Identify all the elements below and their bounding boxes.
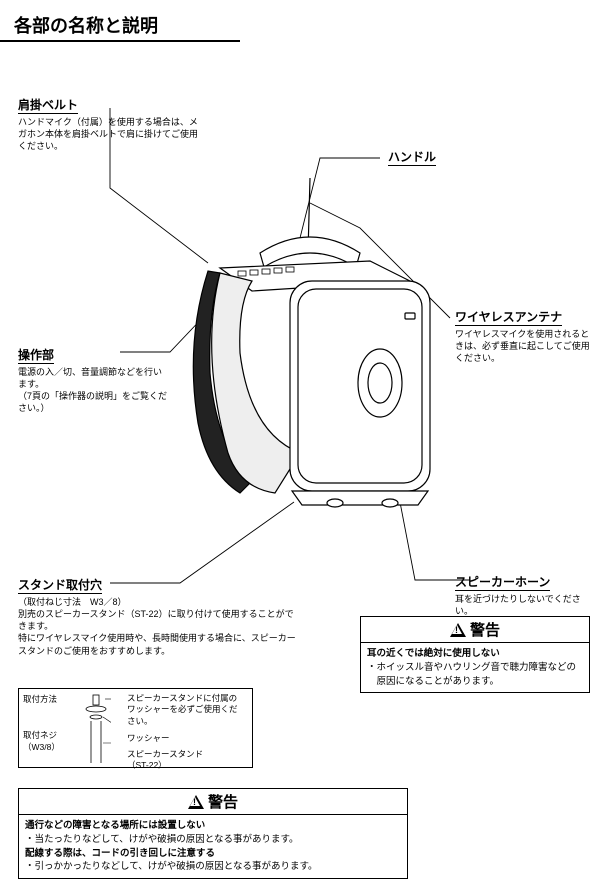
warning-header: 警告 — [19, 789, 407, 815]
label-controls: 操作部 電源の入／切、音量調節などを行います。 （7頁の「操作器の説明」をご覧く… — [18, 346, 168, 415]
mount-diagram-icon — [81, 693, 111, 767]
label-handle: ハンドル — [388, 148, 436, 168]
mount-note1: スピーカースタンドに付属のワッシャーを必ずご使用ください。 — [127, 693, 242, 727]
warning-body: 耳の近くでは絶対に使用しない ・ホイッスル音やハウリング音で聴力障害などの 原因… — [361, 643, 589, 692]
page-title: 各部の名称と説明 — [0, 8, 240, 42]
mount-stand-label: スピーカースタンド （ST-22） — [127, 749, 242, 772]
mount-method-box: 取付方法 取付ネジ （W3/8） スピーカースタンドに付属のワッシャーを必ずご使… — [18, 688, 253, 768]
warning-subhead: 耳の近くでは絶対に使用しない — [367, 647, 583, 661]
warning-header: 警告 — [361, 617, 589, 643]
warning-triangle-icon — [188, 795, 204, 809]
label-title: スピーカーホーン — [455, 573, 550, 591]
label-desc: 電源の入／切、音量調節などを行います。 （7頁の「操作器の説明」をご覧ください。… — [18, 366, 168, 415]
warning-triangle-icon — [450, 623, 466, 637]
label-title: ハンドル — [388, 148, 436, 166]
mount-screw-label: 取付ネジ （W3/8） — [23, 729, 60, 753]
warning-title: 警告 — [208, 791, 238, 812]
label-desc: 耳を近づけたりしないでください。 — [455, 593, 595, 617]
warning-subhead: 通行などの障害となる場所には設置しない — [25, 819, 401, 833]
warning-box-install: 警告 通行などの障害となる場所には設置しない ・当たったりなどして、けがや破損の… — [18, 788, 408, 879]
label-title: ワイヤレスアンテナ — [455, 308, 562, 326]
label-desc: 別売のスピーカースタンド（ST-22）に取り付けて使用することができます。 特に… — [18, 608, 298, 657]
label-title: 操作部 — [18, 346, 54, 364]
label-stand-hole: スタンド取付穴 （取付ねじ寸法 W3／8） 別売のスピーカースタンド（ST-22… — [18, 576, 298, 657]
warning-text: ・引っかかったりなどして、けがや破損の原因となる事があります。 — [25, 860, 401, 874]
label-title: 肩掛ベルト — [18, 96, 78, 114]
warning-body: 通行などの障害となる場所には設置しない ・当たったりなどして、けがや破損の原因と… — [19, 815, 407, 878]
warning-box-ear: 警告 耳の近くでは絶対に使用しない ・ホイッスル音やハウリング音で聴力障害などの… — [360, 616, 590, 693]
label-title: スタンド取付穴 — [18, 576, 102, 594]
product-diagram — [180, 173, 440, 513]
label-desc: ワイヤレスマイクを使用されるときは、必ず垂直に起こしてご使用ください。 — [455, 328, 590, 364]
mount-washer-label: ワッシャー — [127, 733, 242, 744]
warning-text: ・ホイッスル音やハウリング音で聴力障害などの 原因になることがあります。 — [367, 661, 583, 689]
label-desc: （取付ねじ寸法 W3／8） — [18, 596, 298, 608]
warning-text: ・当たったりなどして、けがや破損の原因となる事があります。 — [25, 833, 401, 847]
label-desc: ハンドマイク（付属）を使用する場合は、メガホン本体を肩掛ベルトで肩に掛けてご使用… — [18, 116, 198, 152]
warning-subhead: 配線する際は、コードの引き回しに注意する — [25, 847, 401, 861]
mount-notes: スピーカースタンドに付属のワッシャーを必ずご使用ください。 ワッシャー スピーカ… — [127, 693, 242, 772]
warning-title: 警告 — [470, 619, 500, 640]
label-antenna: ワイヤレスアンテナ ワイヤレスマイクを使用されるときは、必ず垂直に起こしてご使用… — [455, 308, 590, 364]
label-shoulder-belt: 肩掛ベルト ハンドマイク（付属）を使用する場合は、メガホン本体を肩掛ベルトで肩に… — [18, 96, 198, 152]
mount-heading: 取付方法 — [23, 693, 57, 705]
label-speaker-horn: スピーカーホーン 耳を近づけたりしないでください。 — [455, 573, 595, 617]
